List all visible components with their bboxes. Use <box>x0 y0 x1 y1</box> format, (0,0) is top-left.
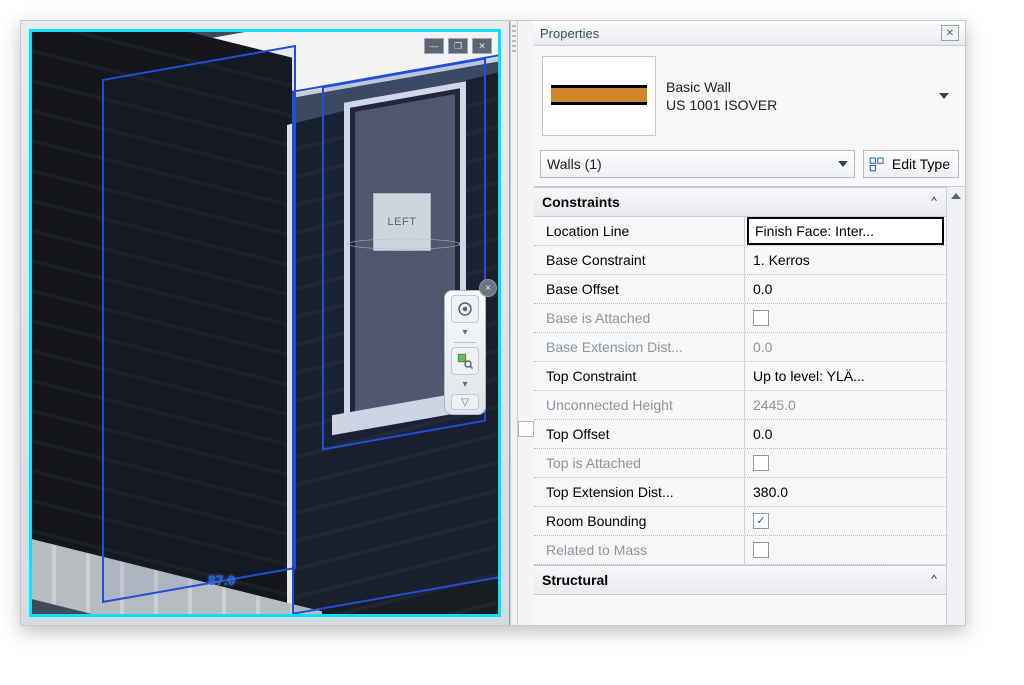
type-text: Basic Wall US 1001 ISOVER <box>666 79 777 113</box>
property-value[interactable]: ✓ <box>745 507 946 535</box>
property-row[interactable]: Top Offset0.0 <box>534 420 946 449</box>
property-grid: Constraints ⌃ Location LineFinish Face: In… <box>534 186 965 625</box>
minimize-view-button[interactable]: — <box>424 38 444 54</box>
property-row[interactable]: Unconnected Height2445.0 <box>534 391 946 420</box>
track-thumb[interactable] <box>518 421 534 437</box>
property-value[interactable]: 1. Kerros <box>745 246 946 274</box>
edit-type-icon <box>868 155 886 173</box>
property-value[interactable]: 0.0 <box>745 420 946 448</box>
property-value <box>745 449 946 477</box>
view-cube[interactable]: LEFT <box>342 162 462 282</box>
property-name: Base Offset <box>534 275 745 303</box>
view-frame: 87.0 — ❐ ✕ LEFT × <box>29 29 501 617</box>
property-row[interactable]: Room Bounding ✓ <box>534 507 946 536</box>
track <box>518 21 534 625</box>
checkbox <box>753 542 769 558</box>
nav-close-icon[interactable]: × <box>479 279 497 297</box>
cube-compass-ring[interactable] <box>347 239 461 250</box>
property-name: Room Bounding <box>534 507 745 535</box>
properties-panel: Properties ✕ Basic Wall US 1001 ISOVER W… <box>534 21 965 625</box>
3d-viewport[interactable]: 87.0 — ❐ ✕ LEFT × <box>21 21 510 625</box>
scroll-up-icon[interactable] <box>951 193 961 199</box>
close-view-button[interactable]: ✕ <box>472 38 492 54</box>
category-row[interactable]: Constraints ⌃ <box>534 187 946 217</box>
checkbox <box>753 310 769 326</box>
property-row[interactable]: Related to Mass <box>534 536 946 565</box>
property-name: Location Line <box>534 217 745 245</box>
view-titlebar: — ❐ ✕ <box>424 38 492 54</box>
chevron-down-icon[interactable]: ▾ <box>462 327 467 338</box>
property-value <box>745 304 946 332</box>
property-row[interactable]: Top is Attached <box>534 449 946 478</box>
property-row[interactable]: Base is Attached <box>534 304 946 333</box>
property-row[interactable]: Top ConstraintUp to level: YLÄ... <box>534 362 946 391</box>
property-value[interactable]: 380.0 <box>745 478 946 506</box>
type-name: US 1001 ISOVER <box>666 97 777 113</box>
property-row[interactable]: Top Extension Dist...380.0 <box>534 478 946 507</box>
property-value[interactable]: Up to level: YLÄ... <box>745 362 946 390</box>
category-label: Structural <box>542 572 608 588</box>
edit-type-button[interactable]: Edit Type <box>863 150 959 178</box>
instance-filter-text: Walls (1) <box>547 156 602 172</box>
scene: 87.0 <box>32 32 498 614</box>
property-row[interactable]: Base Offset0.0 <box>534 275 946 304</box>
dimension-text: 87.0 <box>208 572 235 588</box>
property-name: Base Constraint <box>534 246 745 274</box>
scrollbar[interactable] <box>946 187 965 625</box>
navigation-bar: × ▾ ▾ ▽ <box>444 290 486 415</box>
property-name: Base Extension Dist... <box>534 333 745 361</box>
property-value[interactable]: Finish Face: Inter... <box>747 217 944 245</box>
nav-expand-button[interactable]: ▽ <box>451 394 479 410</box>
checkbox <box>753 455 769 471</box>
type-family: Basic Wall <box>666 79 777 95</box>
separator <box>454 342 476 343</box>
property-row[interactable]: Base Extension Dist...0.0 <box>534 333 946 362</box>
chevron-down-icon[interactable]: ▾ <box>462 379 467 390</box>
property-value[interactable]: 0.0 <box>745 275 946 303</box>
app-window: 87.0 — ❐ ✕ LEFT × <box>20 20 966 626</box>
edit-type-label: Edit Type <box>892 156 950 172</box>
category-label: Constraints <box>542 194 620 210</box>
cube-face-label: LEFT <box>388 216 417 228</box>
property-name: Top Constraint <box>534 362 745 390</box>
property-row[interactable]: Base Constraint1. Kerros <box>534 246 946 275</box>
zoom-region-button[interactable] <box>451 347 479 375</box>
property-name: Top Extension Dist... <box>534 478 745 506</box>
category-row[interactable]: Structural ⌃ <box>534 565 946 595</box>
type-thumbnail <box>542 56 656 136</box>
property-name: Top Offset <box>534 420 745 448</box>
property-row[interactable]: Location LineFinish Face: Inter... <box>534 217 946 246</box>
checkbox[interactable]: ✓ <box>753 513 769 529</box>
panel-header: Properties ✕ <box>534 21 965 46</box>
property-value: 0.0 <box>745 333 946 361</box>
splitter-grip[interactable] <box>512 25 516 55</box>
collapse-icon[interactable]: ⌃ <box>930 573 938 588</box>
property-name: Related to Mass <box>534 536 745 564</box>
steering-wheel-button[interactable] <box>451 295 479 323</box>
chevron-down-icon[interactable] <box>939 93 949 99</box>
maximize-view-button[interactable]: ❐ <box>448 38 468 54</box>
property-name: Unconnected Height <box>534 391 745 419</box>
property-name: Top is Attached <box>534 449 745 477</box>
property-value <box>745 536 946 564</box>
collapse-icon[interactable]: ⌃ <box>930 195 938 210</box>
selection-outline <box>102 45 296 603</box>
panel-title: Properties <box>540 26 599 41</box>
property-value: 2445.0 <box>745 391 946 419</box>
instance-filter-combo[interactable]: Walls (1) <box>540 150 855 178</box>
chevron-down-icon <box>838 161 848 167</box>
type-selector[interactable]: Basic Wall US 1001 ISOVER <box>534 46 965 150</box>
panel-close-button[interactable]: ✕ <box>941 25 959 41</box>
splitter[interactable] <box>510 21 518 625</box>
property-name: Base is Attached <box>534 304 745 332</box>
